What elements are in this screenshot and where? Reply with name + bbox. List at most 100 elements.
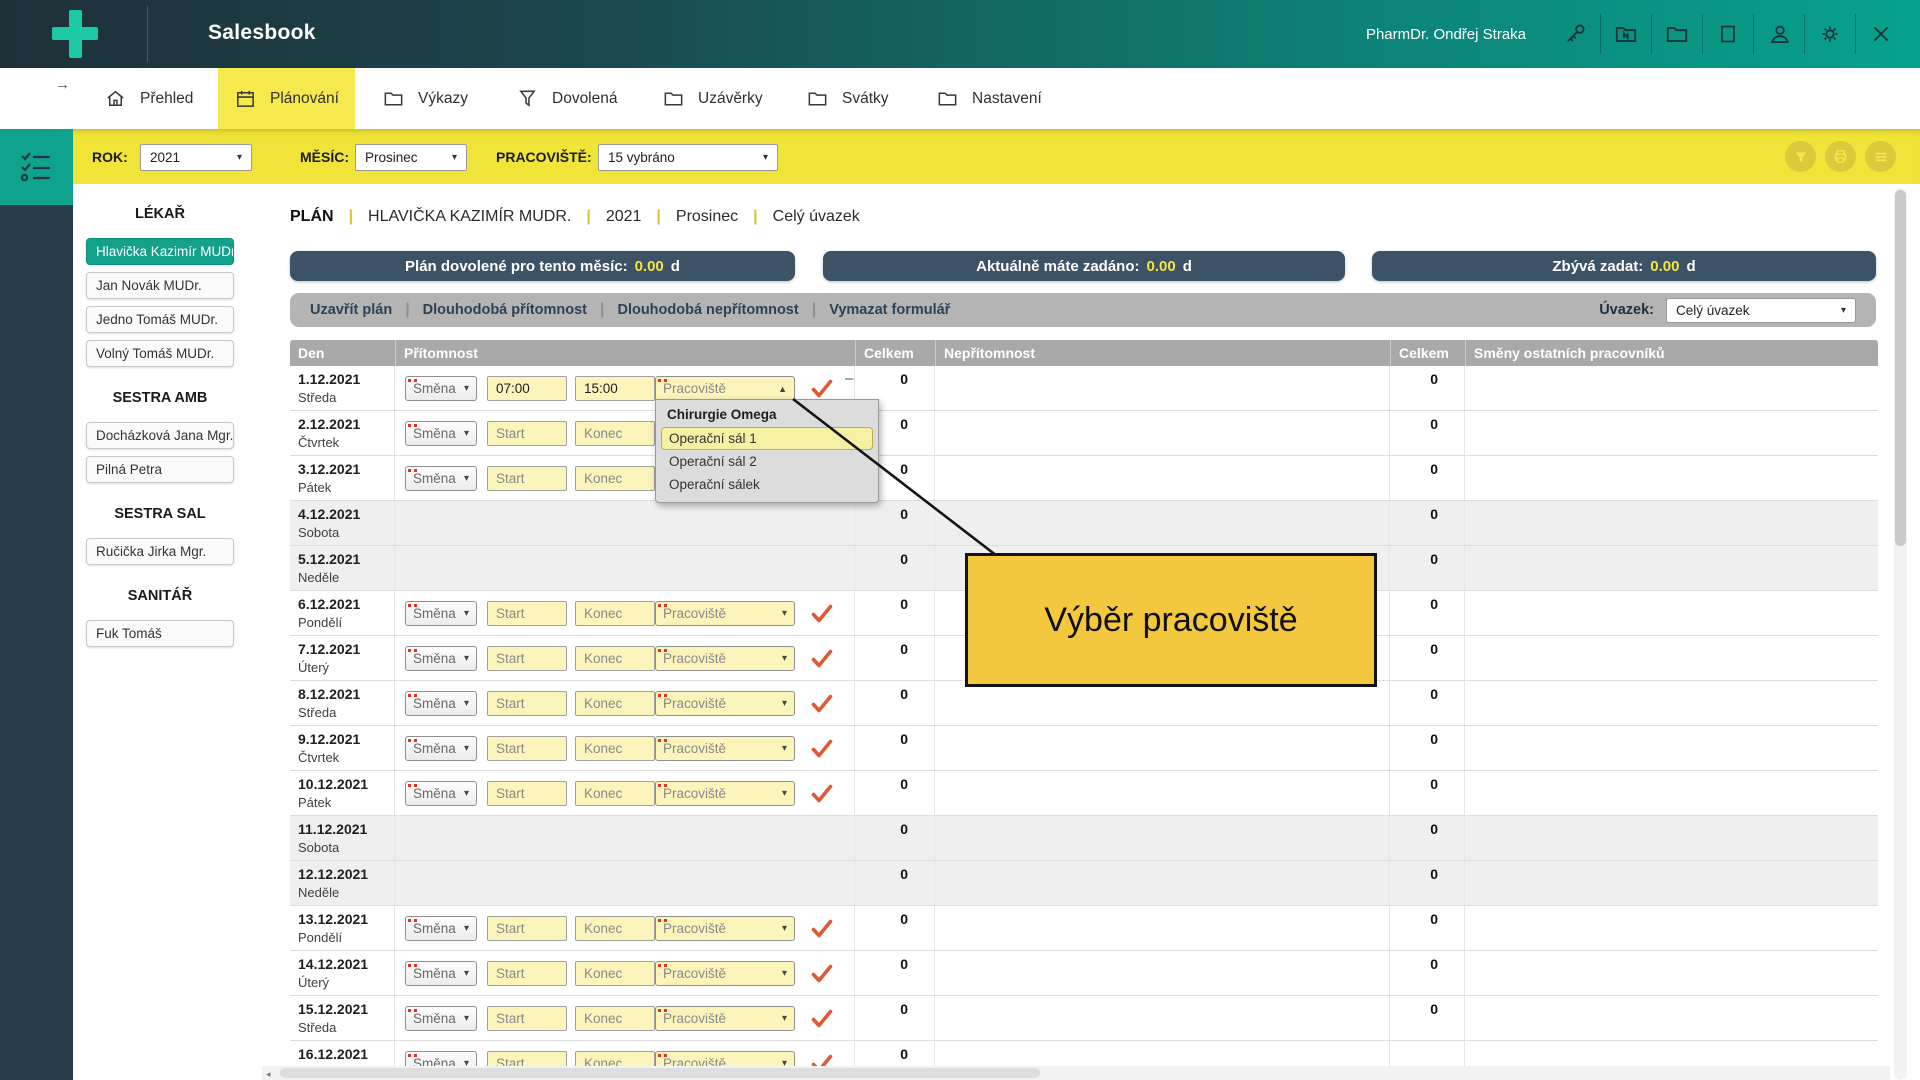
tab-svatky[interactable]: Svátky [790,68,905,129]
shift-type-select[interactable]: Směna ▾ [405,916,477,941]
shift-type-select[interactable]: Směna ▾ [405,781,477,806]
sidebar-item-pilna[interactable]: Pilná Petra [86,456,234,483]
start-time-input[interactable]: Start [487,1006,567,1031]
folder-icon[interactable] [1661,17,1693,51]
longterm-presence-button[interactable]: Dlouhodobá přítomnost [422,302,587,318]
sidebar-item-novak[interactable]: Jan Novák MUDr. [86,272,234,299]
tab-uzaverky[interactable]: Uzávěrky [646,68,779,129]
start-time-input[interactable]: Start [487,691,567,716]
clear-form-button[interactable]: Vymazat formulář [829,302,951,318]
start-time-input[interactable]: Start [487,961,567,986]
start-time-input[interactable]: Start [487,421,567,446]
confirm-check-icon[interactable] [811,694,833,718]
start-time-input[interactable]: Start [487,781,567,806]
workplace-select[interactable]: Pracoviště ▾ ▲ [655,1006,795,1031]
shift-type-select[interactable]: Směna ▾ [405,736,477,761]
workplace-select[interactable]: Pracoviště ▾ ▲ [655,736,795,761]
end-time-input[interactable]: Konec [575,421,655,446]
print-icon[interactable] [1825,141,1856,172]
shift-type-select[interactable]: Směna ▾ [405,1006,477,1031]
end-time-input[interactable]: Konec [575,916,655,941]
end-time-input[interactable]: Konec [575,691,655,716]
shift-type-select[interactable]: Směna ▾ [405,376,477,401]
shift-type-select[interactable]: Směna ▾ [405,961,477,986]
user-icon[interactable] [1763,17,1795,51]
start-time-input[interactable]: 07:00 [487,376,567,401]
shift-type-select[interactable]: Směna ▾ [405,691,477,716]
shift-type-select[interactable]: Směna ▾ [405,466,477,491]
row-date: 14.12.2021 [298,956,369,972]
sidebar-item-jedno[interactable]: Jedno Tomáš MUDr. [86,306,234,333]
settings-gear-icon[interactable] [1814,17,1846,51]
end-time-input[interactable]: Konec [575,781,655,806]
confirm-check-icon[interactable] [811,604,833,628]
workplace-select[interactable]: Pracoviště ▾ ▲ [655,601,795,626]
confirm-check-icon[interactable] [811,919,833,943]
start-time-input[interactable]: Start [487,646,567,671]
end-time-input[interactable]: Konec [575,601,655,626]
workplace-select[interactable]: Pracoviště ▾ ▲ [655,691,795,716]
shift-type-select[interactable]: Směna ▾ [405,421,477,446]
close-plan-button[interactable]: Uzavřít plán [310,302,393,318]
tab-nastaveni[interactable]: Nastavení [920,68,1058,129]
workplace-select[interactable]: Pracoviště ▾ ▲ [655,961,795,986]
window-icon[interactable] [1712,17,1744,51]
end-time-input[interactable]: Konec [575,736,655,761]
sidebar-item-fuk[interactable]: Fuk Tomáš [86,620,234,647]
sidebar-item-dochazkova[interactable]: Docházková Jana Mgr. [86,422,234,449]
close-icon[interactable] [1865,17,1897,51]
confirm-check-icon[interactable] [811,739,833,763]
month-select[interactable]: Prosinec ▾ [355,144,467,171]
workplace-select[interactable]: Pracoviště ▾ ▲ [655,646,795,671]
workplace-filter-select[interactable]: 15 vybráno ▾ [598,144,778,171]
shift-type-select[interactable]: Směna ▾ [405,601,477,626]
chevron-down-icon: ▾ [451,152,457,163]
scroll-left-arrow-icon[interactable]: ◂ [266,1069,271,1079]
vertical-scrollbar[interactable] [1894,188,1907,1080]
start-time-input[interactable]: Start [487,601,567,626]
filter-icon[interactable] [1785,141,1816,172]
tab-vykazy[interactable]: Výkazy [366,68,484,129]
end-time-input[interactable]: Konec [575,961,655,986]
horizontal-scrollbar[interactable]: ◂ [262,1066,1890,1080]
end-time-input[interactable]: Konec [575,1006,655,1031]
tab-dovolena[interactable]: Dovolená [500,68,634,129]
start-time-input[interactable]: Start [487,916,567,941]
sidebar-item-hlavicka[interactable]: Hlavička Kazimír MUDr. [86,238,234,265]
longterm-absence-button[interactable]: Dlouhodobá nepřítomnost [617,302,799,318]
workplace-select[interactable]: Pracoviště ▾ ▲ [655,916,795,941]
dropdown-option-salek[interactable]: Operační sálek [669,477,760,492]
start-time-input[interactable]: Start [487,466,567,491]
contract-select[interactable]: Celý úvazek ▾ [1666,297,1856,323]
confirm-check-icon[interactable] [811,649,833,673]
vertical-scrollbar-thumb[interactable] [1895,190,1906,546]
workplace-select[interactable]: Pracoviště ▾ ▲ [655,376,795,401]
sidebar-item-volny[interactable]: Volný Tomáš MUDr. [86,340,234,367]
entered-pill: Aktuálně máte zadáno: 0.00 d [823,251,1345,281]
end-time-input[interactable]: Konec [575,646,655,671]
confirm-check-icon[interactable] [811,784,833,808]
chevron-down-icon: ▾ [781,1013,787,1024]
end-time-input[interactable]: 15:00 [575,376,655,401]
menu-icon[interactable] [1865,141,1896,172]
workplace-dropdown: Chirurgie Omega Operační sál 1 Operační … [655,399,879,503]
sidebar-item-rucicka[interactable]: Ručička Jirka Mgr. [86,538,234,565]
notes-folder-icon[interactable] [1610,17,1642,51]
checklist-icon[interactable] [0,129,73,205]
remove-row-icon[interactable]: – [845,370,854,387]
collapse-arrow-icon[interactable]: → [55,76,70,93]
year-select[interactable]: 2021 ▾ [140,144,252,171]
dropdown-option-sal2[interactable]: Operační sál 2 [669,454,757,469]
start-time-input[interactable]: Start [487,736,567,761]
confirm-check-icon[interactable] [811,1009,833,1033]
shift-type-select[interactable]: Směna ▾ [405,646,477,671]
confirm-check-icon[interactable] [811,964,833,988]
tab-prehled[interactable]: Přehled [88,68,209,129]
key-icon[interactable] [1559,17,1591,51]
workplace-select[interactable]: Pracoviště ▾ ▲ [655,781,795,806]
confirm-check-icon[interactable] [811,379,833,403]
horizontal-scrollbar-thumb[interactable] [280,1068,1040,1078]
end-time-input[interactable]: Konec [575,466,655,491]
tab-planovani[interactable]: Plánování [218,68,355,129]
dropdown-option-sal1[interactable]: Operační sál 1 [661,427,873,450]
